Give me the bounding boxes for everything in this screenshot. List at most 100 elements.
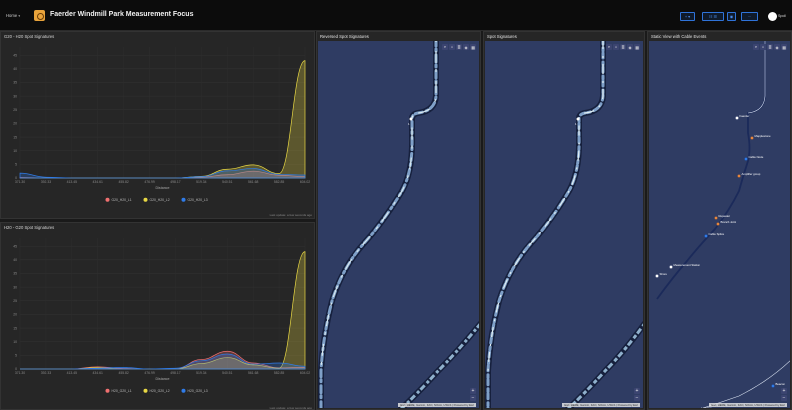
grid-icon[interactable]: ▦ [634, 44, 640, 50]
y-tick-label: 10 [13, 340, 17, 344]
map-title: Spot Signatures [487, 34, 517, 39]
dots-button[interactable]: ··· [741, 12, 758, 21]
x-axis-label: Distance [156, 377, 170, 381]
app-logo-icon [34, 10, 45, 21]
cable-event-label: Mapplestone [755, 134, 771, 138]
cable-event-marker[interactable] [735, 116, 739, 120]
series-area-H20_G20_L2[interactable] [20, 251, 306, 370]
globe-button[interactable]: ◉ [727, 12, 736, 21]
y-tick-label: 40 [13, 67, 17, 71]
x-tick-label: 540.51 [222, 180, 232, 184]
map-attribution: Esri, HERE, Garmin, FAO, NOAA, USGS | Po… [709, 403, 787, 407]
zoom-out-button[interactable]: − [634, 395, 640, 401]
avatar[interactable] [768, 12, 777, 21]
cable-event-label: Measurement Station [674, 263, 701, 267]
last-update-note: Last update: a few seconds ago [269, 213, 312, 217]
area-chart: 0 5 10 15 20 25 30 35 40 45 371.30 392.33 413.45 434.… [13, 238, 310, 393]
cable-event-marker[interactable] [669, 265, 673, 269]
cable-route-layer: 1 [485, 41, 643, 408]
cable-event-label: Cable Splice [709, 232, 725, 236]
cable-event-marker[interactable] [750, 136, 754, 140]
legend-item[interactable]: H20_G20_L1 [112, 389, 132, 393]
zoom-out-button[interactable]: − [781, 395, 787, 401]
x-tick-label: 455.82 [118, 371, 128, 375]
zoom-in-button[interactable]: + [634, 388, 640, 394]
layout-button[interactable]: ☷ ☰ [702, 12, 724, 21]
home-icon[interactable]: ⌂ [613, 44, 619, 50]
basemap-icon[interactable]: ◈ [627, 44, 633, 50]
zoom-out-button[interactable]: − [470, 395, 476, 401]
list-icon: ☰ [713, 14, 718, 19]
series-area-H20_G20_L3[interactable] [20, 353, 306, 370]
legend-item[interactable]: H20_G20_L2 [150, 389, 170, 393]
x-tick-label: 392.33 [41, 180, 51, 184]
area-chart: 0 5 10 15 20 25 30 35 40 45 371.30 392.33 413.45 434.… [13, 47, 310, 202]
zoom-in-button[interactable]: + [470, 388, 476, 394]
home-menu-label: Home [6, 13, 18, 18]
map-point[interactable] [409, 117, 413, 121]
cable-event-marker[interactable] [737, 174, 741, 178]
map-toolbar: ⌕ ⌂ ≣ ◈ ▦ [442, 44, 476, 50]
chart-panel-h20-g20: H20 - G20 Spot Signatures 0 5 10 15 20 25 30 35… [0, 222, 315, 410]
x-tick-label: 413.45 [67, 180, 77, 184]
x-tick-label: 582.85 [274, 180, 284, 184]
map-view[interactable]: 1 ⌕ ⌂ ≣ ◈ ▦ + − Esri, HERE, Garmin, FAO,… [318, 41, 479, 408]
series-area-G20_H20_L3[interactable] [19, 168, 306, 179]
cable-event-marker[interactable] [704, 234, 708, 238]
cable-event-marker[interactable] [655, 274, 659, 278]
map-point[interactable] [576, 117, 580, 121]
grid-icon[interactable]: ▦ [781, 44, 787, 50]
user-name: Spoll [778, 14, 786, 18]
legend-swatch [143, 388, 148, 393]
add-button[interactable]: + ▾ [680, 12, 695, 21]
home-menu-button[interactable]: Home ▾ [4, 11, 22, 20]
y-tick-label: 0 [15, 367, 17, 371]
cable-event-label: Repeater [719, 214, 731, 218]
y-tick-label: 40 [13, 258, 17, 262]
legend-item[interactable]: H20_G20_L3 [188, 389, 208, 393]
y-tick-label: 35 [13, 81, 17, 85]
x-tick-label: 604.02 [300, 371, 310, 375]
last-update-note: Last update: a few seconds ago [269, 406, 312, 410]
search-icon[interactable]: ⌕ [606, 44, 612, 50]
x-axis-label: Distance [156, 186, 170, 190]
chart-panel-g20-h20: G20 - H20 Spot Signatures 0 5 10 15 20 25 30 35… [0, 31, 315, 219]
y-tick-label: 45 [13, 244, 17, 248]
x-tick-label: 434.61 [93, 180, 103, 184]
legend-item[interactable]: G20_H20_L3 [188, 198, 208, 202]
legend-item[interactable]: G20_H20_L2 [150, 198, 170, 202]
cable-event-marker[interactable] [771, 384, 775, 388]
y-tick-label: 25 [13, 108, 17, 112]
grid-icon[interactable]: ▦ [470, 44, 476, 50]
zoom-control: + − [470, 388, 476, 401]
x-tick-label: 392.33 [41, 371, 51, 375]
y-tick-label: 20 [13, 122, 17, 126]
home-icon[interactable]: ⌂ [760, 44, 766, 50]
chevron-down-icon: ▾ [688, 14, 691, 19]
cable-event-marker[interactable] [714, 216, 718, 220]
search-icon[interactable]: ⌕ [753, 44, 759, 50]
search-icon[interactable]: ⌕ [442, 44, 448, 50]
map-toolbar: ⌕ ⌂ ≣ ◈ ▦ [753, 44, 787, 50]
cable-event-label: Landing [702, 406, 712, 408]
cable-event-marker[interactable] [744, 157, 748, 161]
x-tick-label: 434.61 [93, 371, 103, 375]
home-icon[interactable]: ⌂ [449, 44, 455, 50]
series-area-G20_H20_L2[interactable] [20, 60, 306, 179]
x-tick-label: 498.17 [170, 371, 180, 375]
map-point-label: 1 [575, 122, 577, 126]
basemap-icon[interactable]: ◈ [774, 44, 780, 50]
x-tick-label: 582.85 [274, 371, 284, 375]
layers-icon[interactable]: ≣ [767, 44, 773, 50]
legend-item[interactable]: G20_H20_L1 [112, 198, 132, 202]
gridlines [19, 238, 306, 370]
map-view[interactable]: 1 ⌕ ⌂ ≣ ◈ ▦ + − Esri, HERE, Garmin, FAO,… [485, 41, 643, 408]
layers-icon[interactable]: ≣ [456, 44, 462, 50]
zoom-in-button[interactable]: + [781, 388, 787, 394]
y-tick-label: 5 [15, 354, 17, 358]
layers-icon[interactable]: ≣ [620, 44, 626, 50]
map-view[interactable]: Faerder Mapplestone Cable Node Amplifier gr… [649, 41, 790, 408]
basemap-icon[interactable]: ◈ [463, 44, 469, 50]
globe-icon: ◉ [729, 14, 734, 19]
cable-event-marker[interactable] [716, 222, 720, 226]
